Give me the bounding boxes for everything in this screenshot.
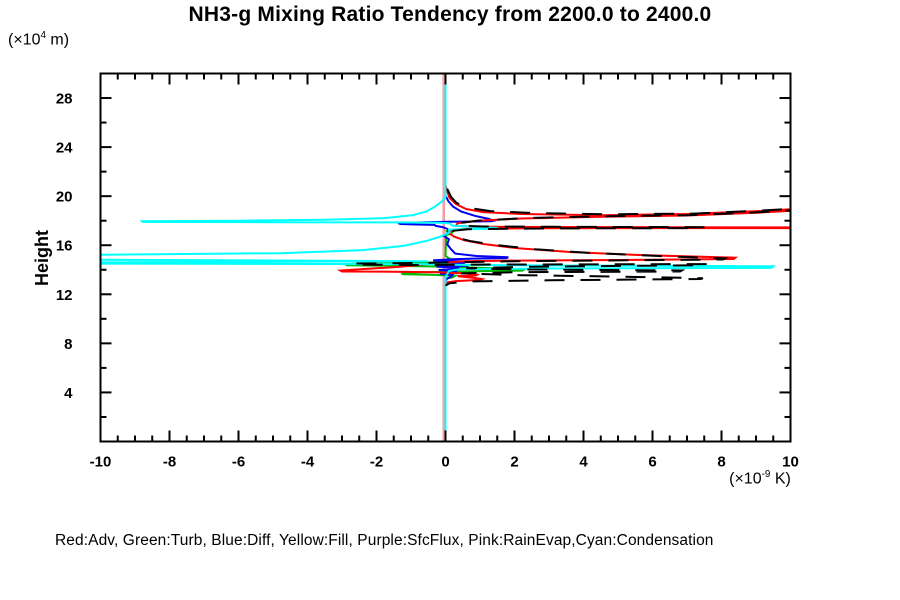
x-axis-tick-label: 4 [579,454,588,471]
y-axis-tick-label: 20 [56,189,73,206]
y-axis-tick-label: 24 [56,140,73,157]
series-color-legend: Red:Adv, Green:Turb, Blue:Diff, Yellow:F… [55,532,714,549]
x-axis-unit-label: (×10-9 K) [690,469,830,488]
x-axis-tick-label: -8 [163,454,176,471]
x-unit-exponent: -9 [761,469,771,480]
y-axis-unit-label: (×104 m) [8,30,69,49]
x-axis-tick-label: 10 [782,454,799,471]
x-axis-tick-label: -6 [232,454,245,471]
y-unit-prefix: (×10 [8,31,41,49]
series-condensation [100,73,776,442]
y-unit-suffix: m) [45,31,70,49]
y-axis-tick-label: 4 [64,385,73,402]
x-axis-tick-label: 0 [441,454,449,471]
y-axis-tick-label: 16 [56,238,73,255]
series-turb [341,229,528,280]
x-unit-prefix: (×10 [729,470,762,488]
y-axis-tick-label: 12 [56,287,73,304]
x-axis-tick-label: 6 [648,454,656,471]
y-axis-tick-label: 8 [64,336,72,353]
x-axis-tick-label: -4 [301,454,315,471]
y-unit-exponent: 4 [40,30,46,41]
x-axis-tick-label: -2 [370,454,383,471]
plot-title: NH3-g Mixing Ratio Tendency from 2200.0 … [188,3,712,26]
x-axis-tick-label: 8 [717,454,725,471]
series-total [351,188,791,287]
x-axis-tick-label: 2 [510,454,518,471]
x-axis-tick-label: -10 [90,454,112,471]
y-axis-tick-label: 28 [56,91,73,108]
x-unit-suffix: K) [770,470,791,488]
